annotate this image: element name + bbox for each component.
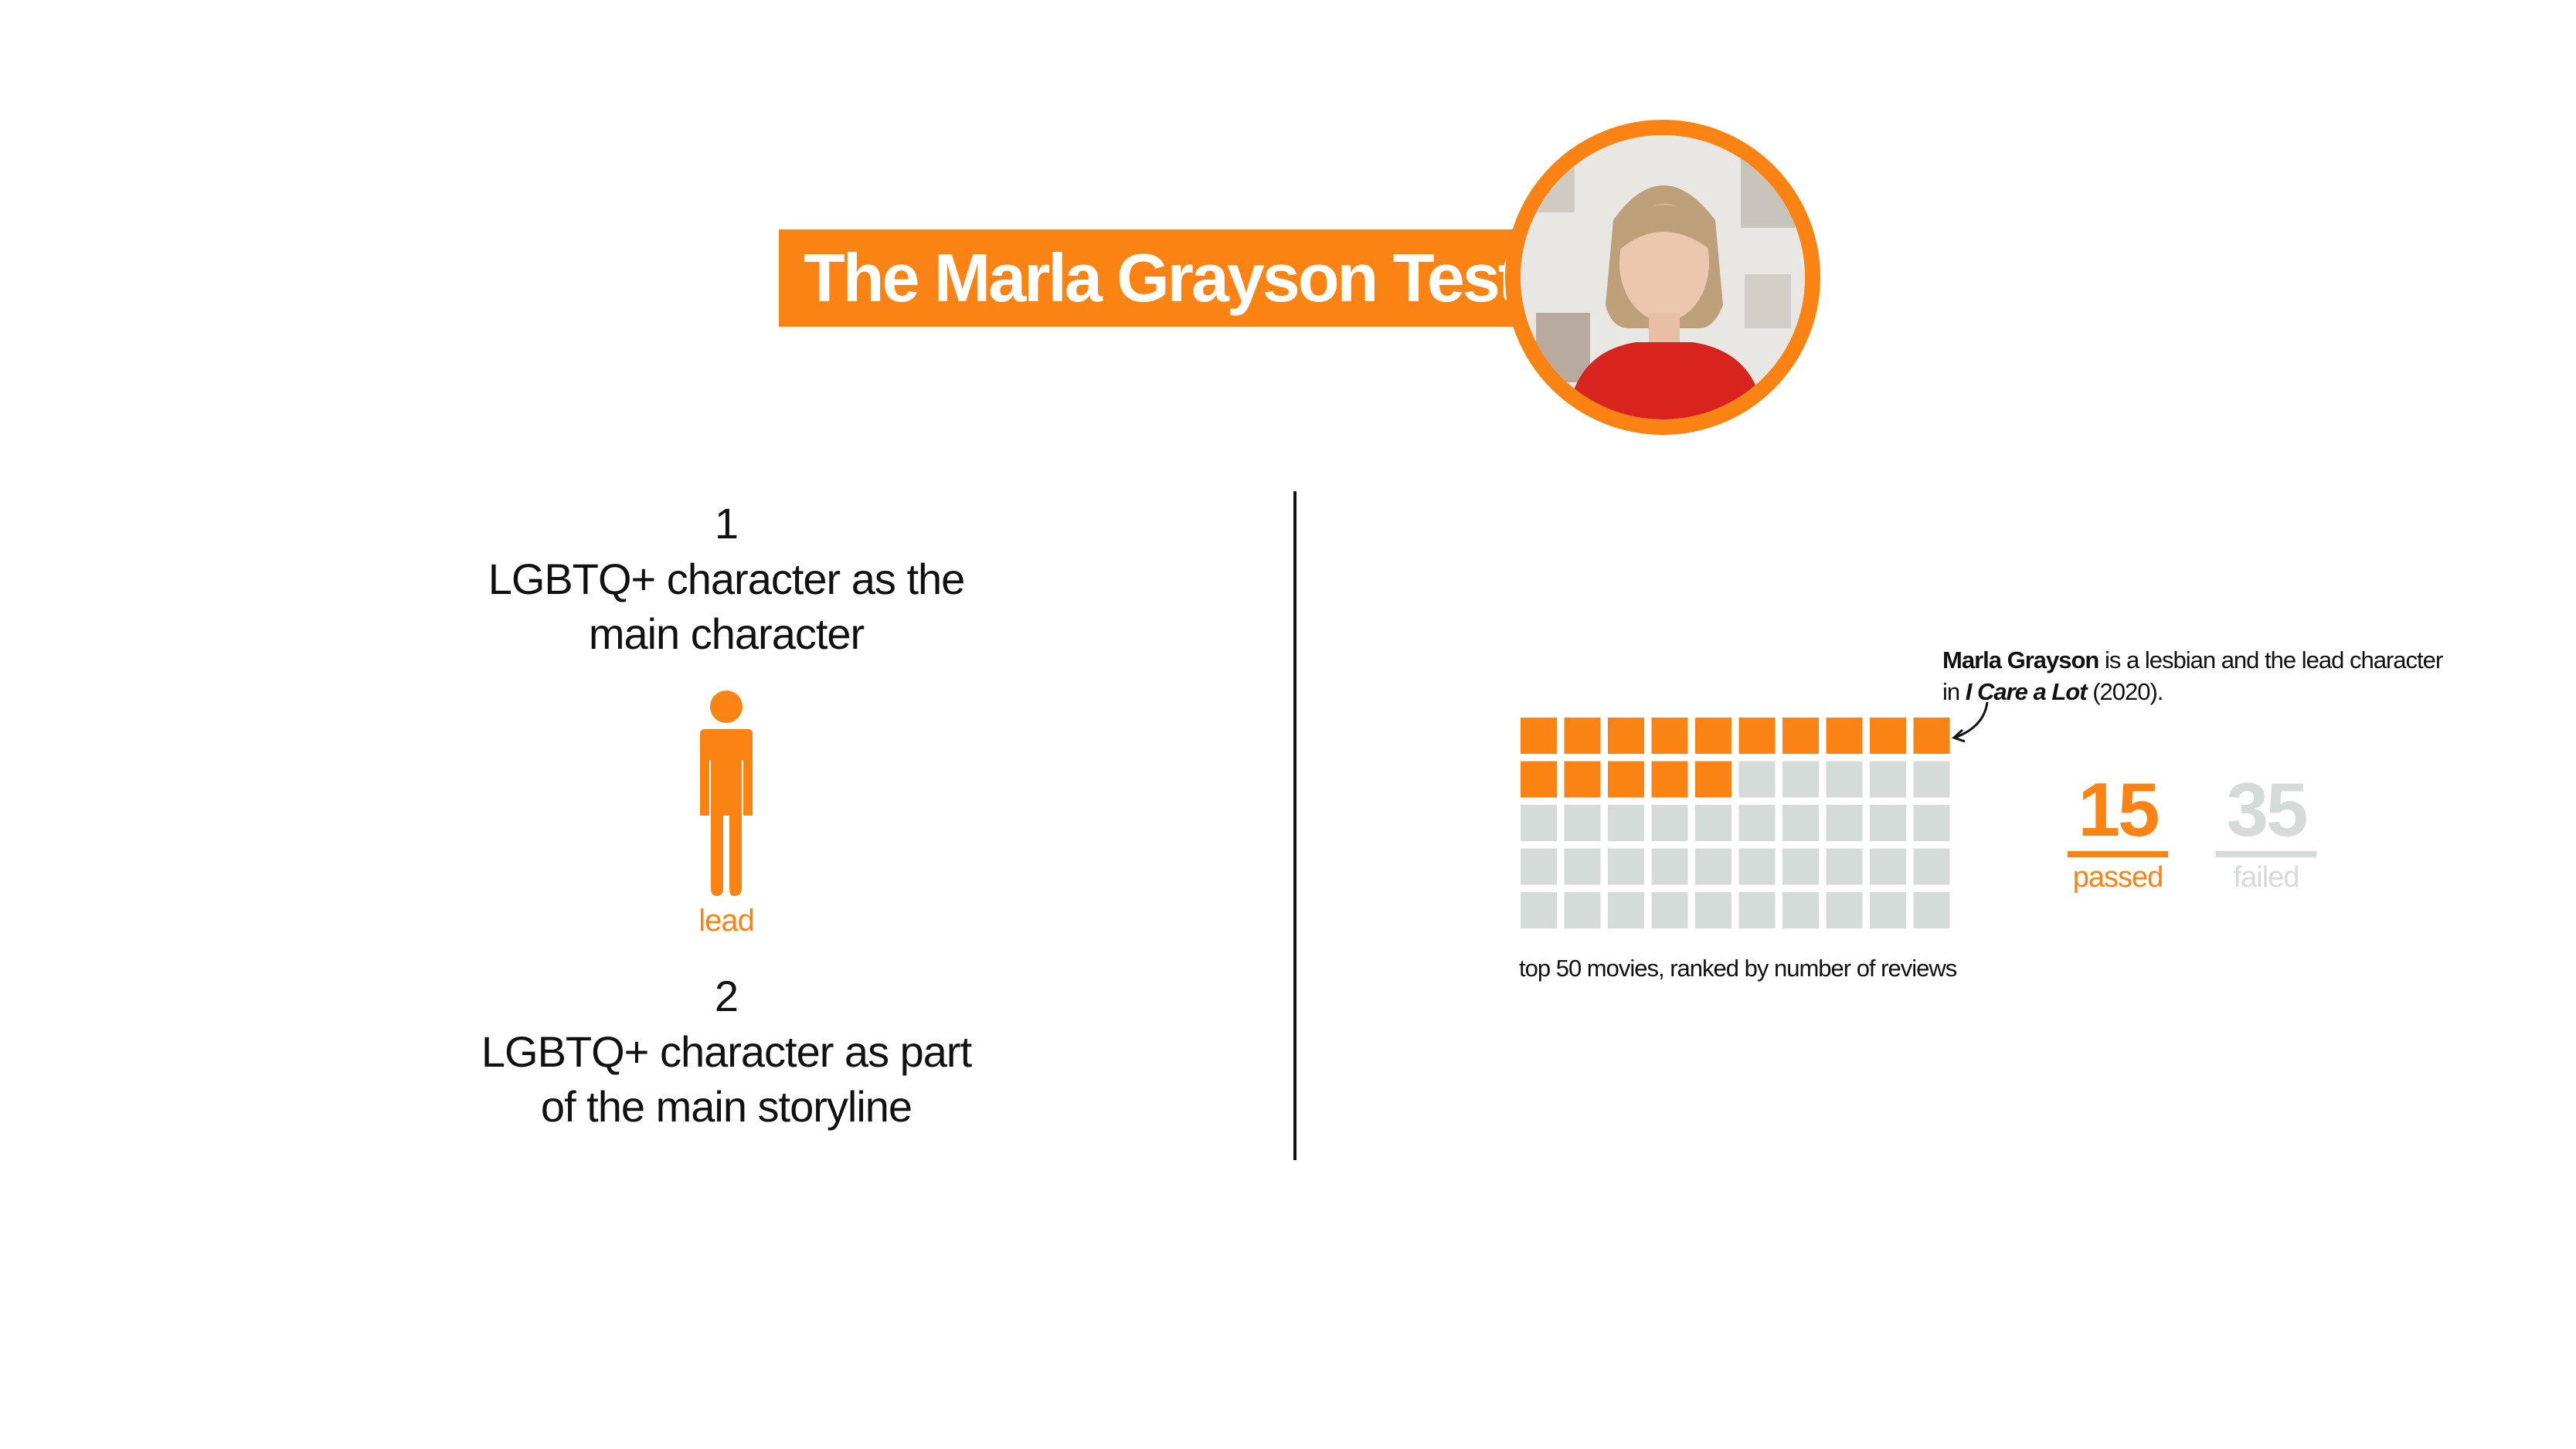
waffle-cell-failed xyxy=(1870,848,1906,885)
failed-count: 35 failed xyxy=(2208,771,2324,893)
passed-underline xyxy=(2068,851,2168,857)
waffle-cell-failed xyxy=(1782,892,1819,928)
chart-annotation: Marla Grayson is a lesbian and the lead … xyxy=(1942,644,2530,708)
waffle-cell-failed xyxy=(1695,848,1731,885)
rule-2-line-2: of the main storyline xyxy=(540,1082,912,1131)
waffle-cell-failed xyxy=(1913,848,1950,885)
waffle-cell-passed xyxy=(1608,718,1644,754)
annotation-line-1: Marla Grayson is a lesbian and the lead … xyxy=(1942,644,2530,676)
annotation-year: (2020). xyxy=(2086,678,2163,705)
waffle-cell-passed xyxy=(1564,761,1601,798)
passed-label: passed xyxy=(2072,861,2164,894)
waffle-cell-failed xyxy=(1782,761,1819,798)
rule-1-number: 1 xyxy=(714,499,739,548)
rule-2-line-1: LGBTQ+ character as part xyxy=(481,1027,972,1076)
waffle-cell-failed xyxy=(1870,892,1906,928)
waffle-cell-failed xyxy=(1826,761,1863,798)
waffle-cell-failed xyxy=(1826,805,1863,841)
person-icon xyxy=(700,691,753,896)
annotation-text: is a lesbian and the lead character xyxy=(2099,646,2443,674)
waffle-cell-failed xyxy=(1608,892,1644,928)
waffle-cell-passed xyxy=(1782,718,1819,754)
waffle-cell-failed xyxy=(1738,892,1776,928)
waffle-cell-failed xyxy=(1695,892,1731,928)
rule-1-text: LGBTQ+ character as the main character xyxy=(417,551,1035,661)
waffle-cell-passed xyxy=(1695,761,1731,798)
waffle-cell-failed xyxy=(1738,848,1776,885)
rule-1-line-1: LGBTQ+ character as the xyxy=(488,555,966,603)
waffle-cell-passed xyxy=(1870,718,1906,754)
waffle-cell-failed xyxy=(1738,761,1776,798)
waffle-cell-passed xyxy=(1913,718,1950,754)
waffle-cell-failed xyxy=(1870,805,1906,841)
column-divider xyxy=(1293,491,1296,1160)
waffle-cell-passed xyxy=(1651,718,1688,754)
waffle-cell-failed xyxy=(1913,805,1950,841)
waffle-cell-failed xyxy=(1913,761,1950,798)
waffle-cell-passed xyxy=(1695,718,1731,754)
waffle-cell-failed xyxy=(1782,848,1819,885)
lead-label: lead xyxy=(698,904,755,938)
page-title: The Marla Grayson Test xyxy=(804,239,1521,316)
rule-2-number: 2 xyxy=(714,972,739,1020)
annotation-line-2: in I Care a Lot (2020). xyxy=(1942,676,2530,708)
waffle-cell-failed xyxy=(1695,805,1731,841)
title-banner: The Marla Grayson Test xyxy=(779,229,1551,327)
waffle-cell-failed xyxy=(1564,805,1601,841)
portrait-image xyxy=(1521,135,1805,419)
waffle-cell-failed xyxy=(1651,848,1688,885)
rule-1-line-2: main character xyxy=(588,609,865,658)
waffle-cell-failed xyxy=(1521,892,1557,928)
character-portrait xyxy=(1505,120,1820,435)
annotation-film: I Care a Lot xyxy=(1965,678,2088,705)
annotation-name: Marla Grayson xyxy=(1942,646,2099,674)
waffle-cell-failed xyxy=(1913,892,1950,928)
waffle-cell-passed xyxy=(1826,718,1863,754)
waffle-cell-passed xyxy=(1521,761,1557,798)
failed-underline xyxy=(2216,851,2316,857)
annotation-arrow-icon xyxy=(1952,701,1989,743)
annotation-prefix: in xyxy=(1942,678,1966,705)
waffle-cell-failed xyxy=(1521,848,1557,885)
waffle-cell-passed xyxy=(1651,761,1688,798)
waffle-cell-failed xyxy=(1608,848,1644,885)
waffle-cell-failed xyxy=(1608,805,1644,841)
waffle-cell-failed xyxy=(1826,848,1863,885)
waffle-cell-passed xyxy=(1608,761,1644,798)
waffle-cell-failed xyxy=(1826,892,1863,928)
waffle-cell-passed xyxy=(1521,718,1557,754)
waffle-cell-passed xyxy=(1738,718,1776,754)
waffle-cell-failed xyxy=(1521,805,1557,841)
waffle-cell-passed xyxy=(1564,718,1601,754)
waffle-cell-failed xyxy=(1564,848,1601,885)
waffle-chart xyxy=(1521,718,1950,928)
waffle-cell-failed xyxy=(1870,761,1906,798)
waffle-cell-failed xyxy=(1782,805,1819,841)
failed-value: 35 xyxy=(2226,767,2308,852)
rule-2-text: LGBTQ+ character as part of the main sto… xyxy=(417,1024,1035,1134)
waffle-cell-failed xyxy=(1651,805,1688,841)
chart-caption: top 50 movies, ranked by number of revie… xyxy=(1519,955,1957,982)
waffle-cell-failed xyxy=(1651,892,1688,928)
failed-label: failed xyxy=(2233,861,2300,894)
waffle-cell-failed xyxy=(1564,892,1601,928)
passed-value: 15 xyxy=(2078,767,2160,852)
passed-count: 15 passed xyxy=(2060,771,2176,893)
waffle-cell-failed xyxy=(1738,805,1776,841)
